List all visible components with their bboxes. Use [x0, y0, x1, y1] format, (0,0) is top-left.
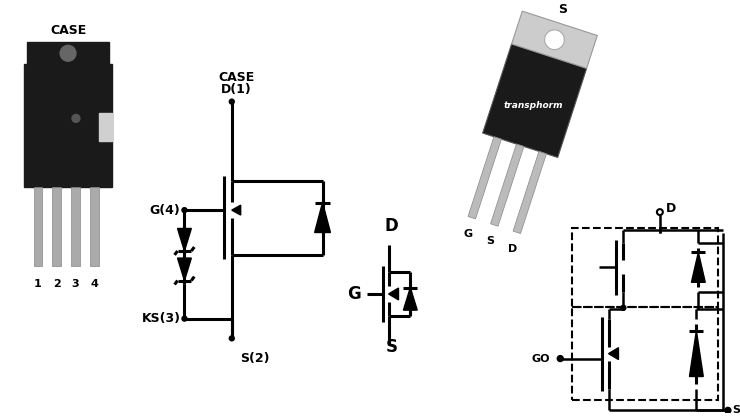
FancyBboxPatch shape — [468, 137, 502, 219]
Text: G(4): G(4) — [149, 203, 181, 217]
Text: CASE: CASE — [50, 25, 86, 37]
FancyBboxPatch shape — [90, 188, 98, 266]
Circle shape — [545, 30, 565, 50]
Text: GO: GO — [532, 354, 551, 364]
Circle shape — [229, 99, 235, 104]
Circle shape — [72, 114, 80, 122]
Polygon shape — [232, 205, 240, 215]
FancyBboxPatch shape — [482, 44, 587, 158]
Text: G: G — [463, 229, 473, 239]
Polygon shape — [403, 287, 417, 310]
Text: D: D — [385, 217, 398, 235]
Text: S: S — [732, 405, 740, 415]
Text: KS(3): KS(3) — [141, 312, 181, 325]
Polygon shape — [178, 258, 192, 280]
Circle shape — [621, 305, 626, 310]
Polygon shape — [314, 203, 331, 233]
Text: 4: 4 — [90, 279, 98, 289]
Circle shape — [182, 316, 187, 321]
Text: S: S — [558, 3, 567, 16]
FancyBboxPatch shape — [71, 188, 80, 266]
Text: transphorm: transphorm — [503, 101, 563, 110]
Text: D: D — [666, 202, 676, 215]
Text: D(1): D(1) — [221, 83, 252, 96]
FancyBboxPatch shape — [513, 151, 546, 233]
FancyBboxPatch shape — [33, 188, 42, 266]
Circle shape — [182, 208, 187, 213]
FancyBboxPatch shape — [24, 64, 112, 188]
Text: 3: 3 — [72, 279, 79, 289]
Polygon shape — [388, 288, 398, 300]
Circle shape — [60, 45, 76, 61]
FancyBboxPatch shape — [53, 188, 61, 266]
Text: D: D — [508, 244, 518, 254]
Text: S: S — [386, 338, 397, 356]
Circle shape — [229, 336, 235, 341]
Circle shape — [725, 407, 731, 414]
FancyBboxPatch shape — [27, 42, 110, 64]
Circle shape — [557, 356, 563, 362]
Text: S(2): S(2) — [240, 352, 269, 365]
Polygon shape — [691, 253, 705, 282]
Text: G: G — [347, 285, 361, 303]
Text: S: S — [487, 236, 494, 246]
Text: 1: 1 — [34, 279, 42, 289]
Circle shape — [657, 209, 663, 215]
Polygon shape — [608, 348, 619, 359]
Text: CASE: CASE — [218, 71, 255, 84]
FancyBboxPatch shape — [491, 144, 524, 226]
FancyBboxPatch shape — [98, 114, 112, 141]
Polygon shape — [690, 331, 703, 376]
Text: 2: 2 — [53, 279, 61, 289]
Polygon shape — [178, 228, 192, 251]
FancyBboxPatch shape — [511, 11, 597, 68]
